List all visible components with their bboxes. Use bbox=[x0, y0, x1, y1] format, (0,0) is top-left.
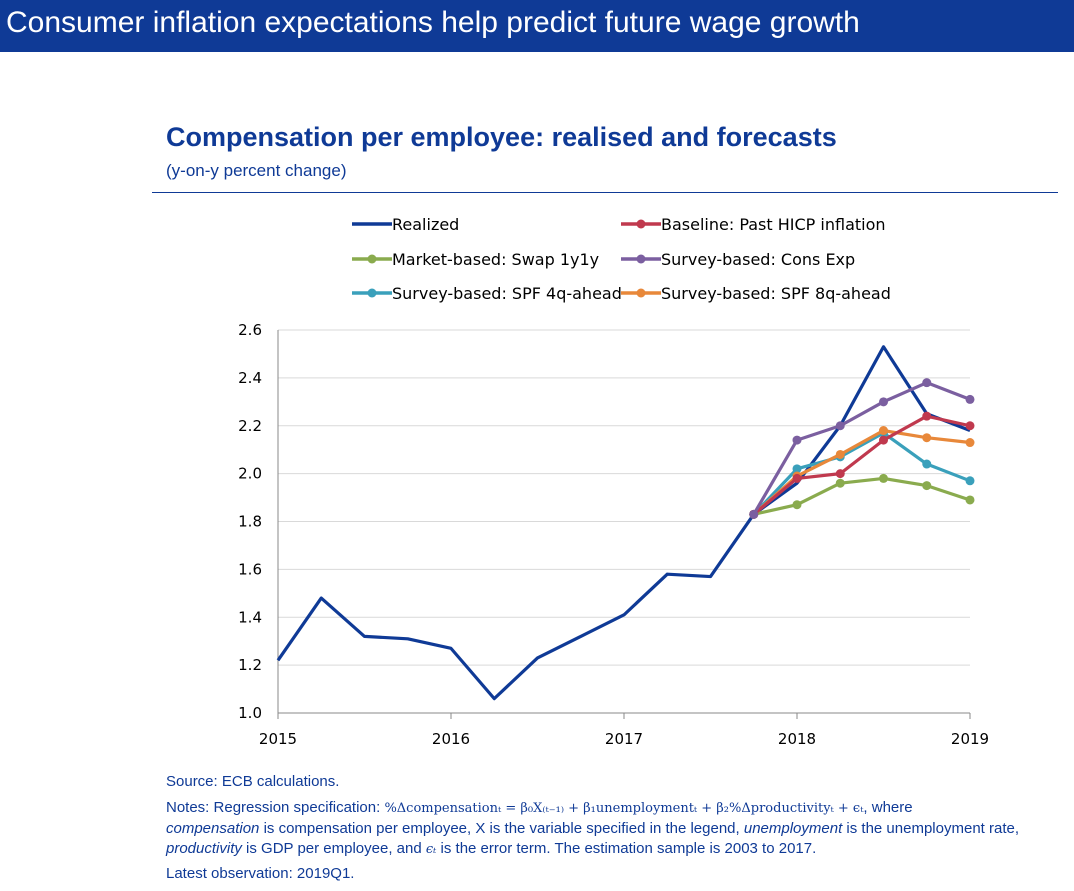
legend-marker bbox=[367, 254, 377, 264]
data-point bbox=[879, 473, 888, 483]
y-tick-label: 2.6 bbox=[238, 321, 262, 339]
data-point bbox=[879, 397, 888, 407]
regression-formula: %Δcompensationₜ = β₀X₍ₜ₋₁₎ + β₁unemploym… bbox=[384, 801, 864, 816]
latest-observation: Latest observation: 2019Q1. bbox=[166, 865, 355, 882]
y-tick-label: 1.4 bbox=[238, 608, 262, 626]
series-line-2 bbox=[753, 476, 971, 516]
regression-note: Notes: Regression specification: %Δcompe… bbox=[166, 798, 1046, 860]
data-point bbox=[922, 459, 932, 469]
legend-marker bbox=[636, 288, 646, 298]
term-productivity-def: is GDP per employee, and bbox=[241, 840, 426, 857]
term-error-def: is the error term. The estimation sample… bbox=[436, 840, 817, 857]
series-line-0 bbox=[276, 345, 971, 701]
line-chart: 1.0 1.2 1.4 1.6 1.8 2.0 2.2 2.4 2.6 2015 2016 2017 2… bbox=[238, 215, 989, 748]
data-point bbox=[922, 378, 932, 388]
legend-label: Baseline: Past HICP inflation bbox=[661, 215, 886, 234]
y-tick-label: 1.6 bbox=[238, 560, 262, 578]
series-line-5 bbox=[752, 428, 971, 516]
data-point bbox=[835, 421, 845, 431]
legend-label: Survey-based: SPF 8q-ahead bbox=[661, 284, 891, 303]
legend-label: Realized bbox=[392, 215, 459, 234]
x-tick-label: 2016 bbox=[432, 730, 470, 748]
legend-marker bbox=[636, 219, 646, 229]
legend-label: Survey-based: SPF 4q-ahead bbox=[392, 284, 622, 303]
data-point bbox=[922, 411, 932, 421]
x-tick-label: 2015 bbox=[259, 730, 297, 748]
x-tick-label: 2017 bbox=[605, 730, 643, 748]
data-point bbox=[879, 435, 888, 445]
x-tick-label: 2019 bbox=[951, 730, 989, 748]
y-tick-label: 1.2 bbox=[238, 656, 262, 674]
term-productivity: productivity bbox=[166, 840, 242, 857]
data-point bbox=[792, 435, 802, 445]
data-point bbox=[749, 509, 759, 519]
source-note: Source: ECB calculations. bbox=[166, 773, 340, 790]
series-line-1 bbox=[752, 414, 971, 516]
term-unemployment: unemployment bbox=[743, 820, 843, 837]
data-point bbox=[922, 481, 932, 491]
title-bar: Consumer inflation expectations help pre… bbox=[0, 0, 1074, 52]
series-line-4 bbox=[752, 431, 971, 516]
data-point bbox=[835, 478, 845, 488]
x-tick-label: 2018 bbox=[778, 730, 816, 748]
data-point bbox=[965, 438, 975, 448]
data-point bbox=[835, 469, 845, 479]
data-point bbox=[922, 433, 932, 443]
divider bbox=[152, 192, 1058, 193]
term-unemployment-def: is the unemployment rate, bbox=[842, 820, 1020, 837]
page-title: Consumer inflation expectations help pre… bbox=[6, 6, 860, 39]
data-point bbox=[879, 426, 888, 436]
y-tick-label: 2.0 bbox=[238, 465, 262, 483]
notes-block: Source: ECB calculations. Notes: Regress… bbox=[166, 772, 1046, 884]
data-point bbox=[965, 421, 975, 431]
y-tick-label: 1.0 bbox=[238, 704, 262, 722]
data-point bbox=[792, 473, 802, 483]
data-point bbox=[965, 476, 975, 486]
series-line-3 bbox=[752, 381, 971, 516]
chart-subtitle: (y-on-y percent change) bbox=[166, 161, 347, 180]
legend-label: Market-based: Swap 1y1y bbox=[392, 250, 599, 269]
y-tick-label: 2.4 bbox=[238, 369, 262, 387]
data-point bbox=[792, 500, 802, 510]
data-point bbox=[835, 449, 845, 459]
term-compensation-def: is compensation per employee, X is the v… bbox=[259, 820, 744, 837]
data-point bbox=[965, 495, 975, 505]
y-tick-label: 2.2 bbox=[238, 417, 262, 435]
y-tick-label: 1.8 bbox=[238, 513, 262, 531]
legend-label: Survey-based: Cons Exp bbox=[661, 250, 855, 269]
notes-where: , where bbox=[863, 799, 913, 816]
notes-prefix: Notes: Regression specification: bbox=[166, 799, 385, 816]
chart-title: Compensation per employee: realised and … bbox=[166, 122, 837, 152]
legend-marker bbox=[636, 254, 646, 264]
data-point bbox=[792, 464, 802, 474]
legend-marker bbox=[367, 288, 377, 298]
term-epsilon: ϵₜ bbox=[425, 842, 437, 857]
data-point bbox=[965, 394, 975, 404]
term-compensation: compensation bbox=[166, 820, 260, 837]
